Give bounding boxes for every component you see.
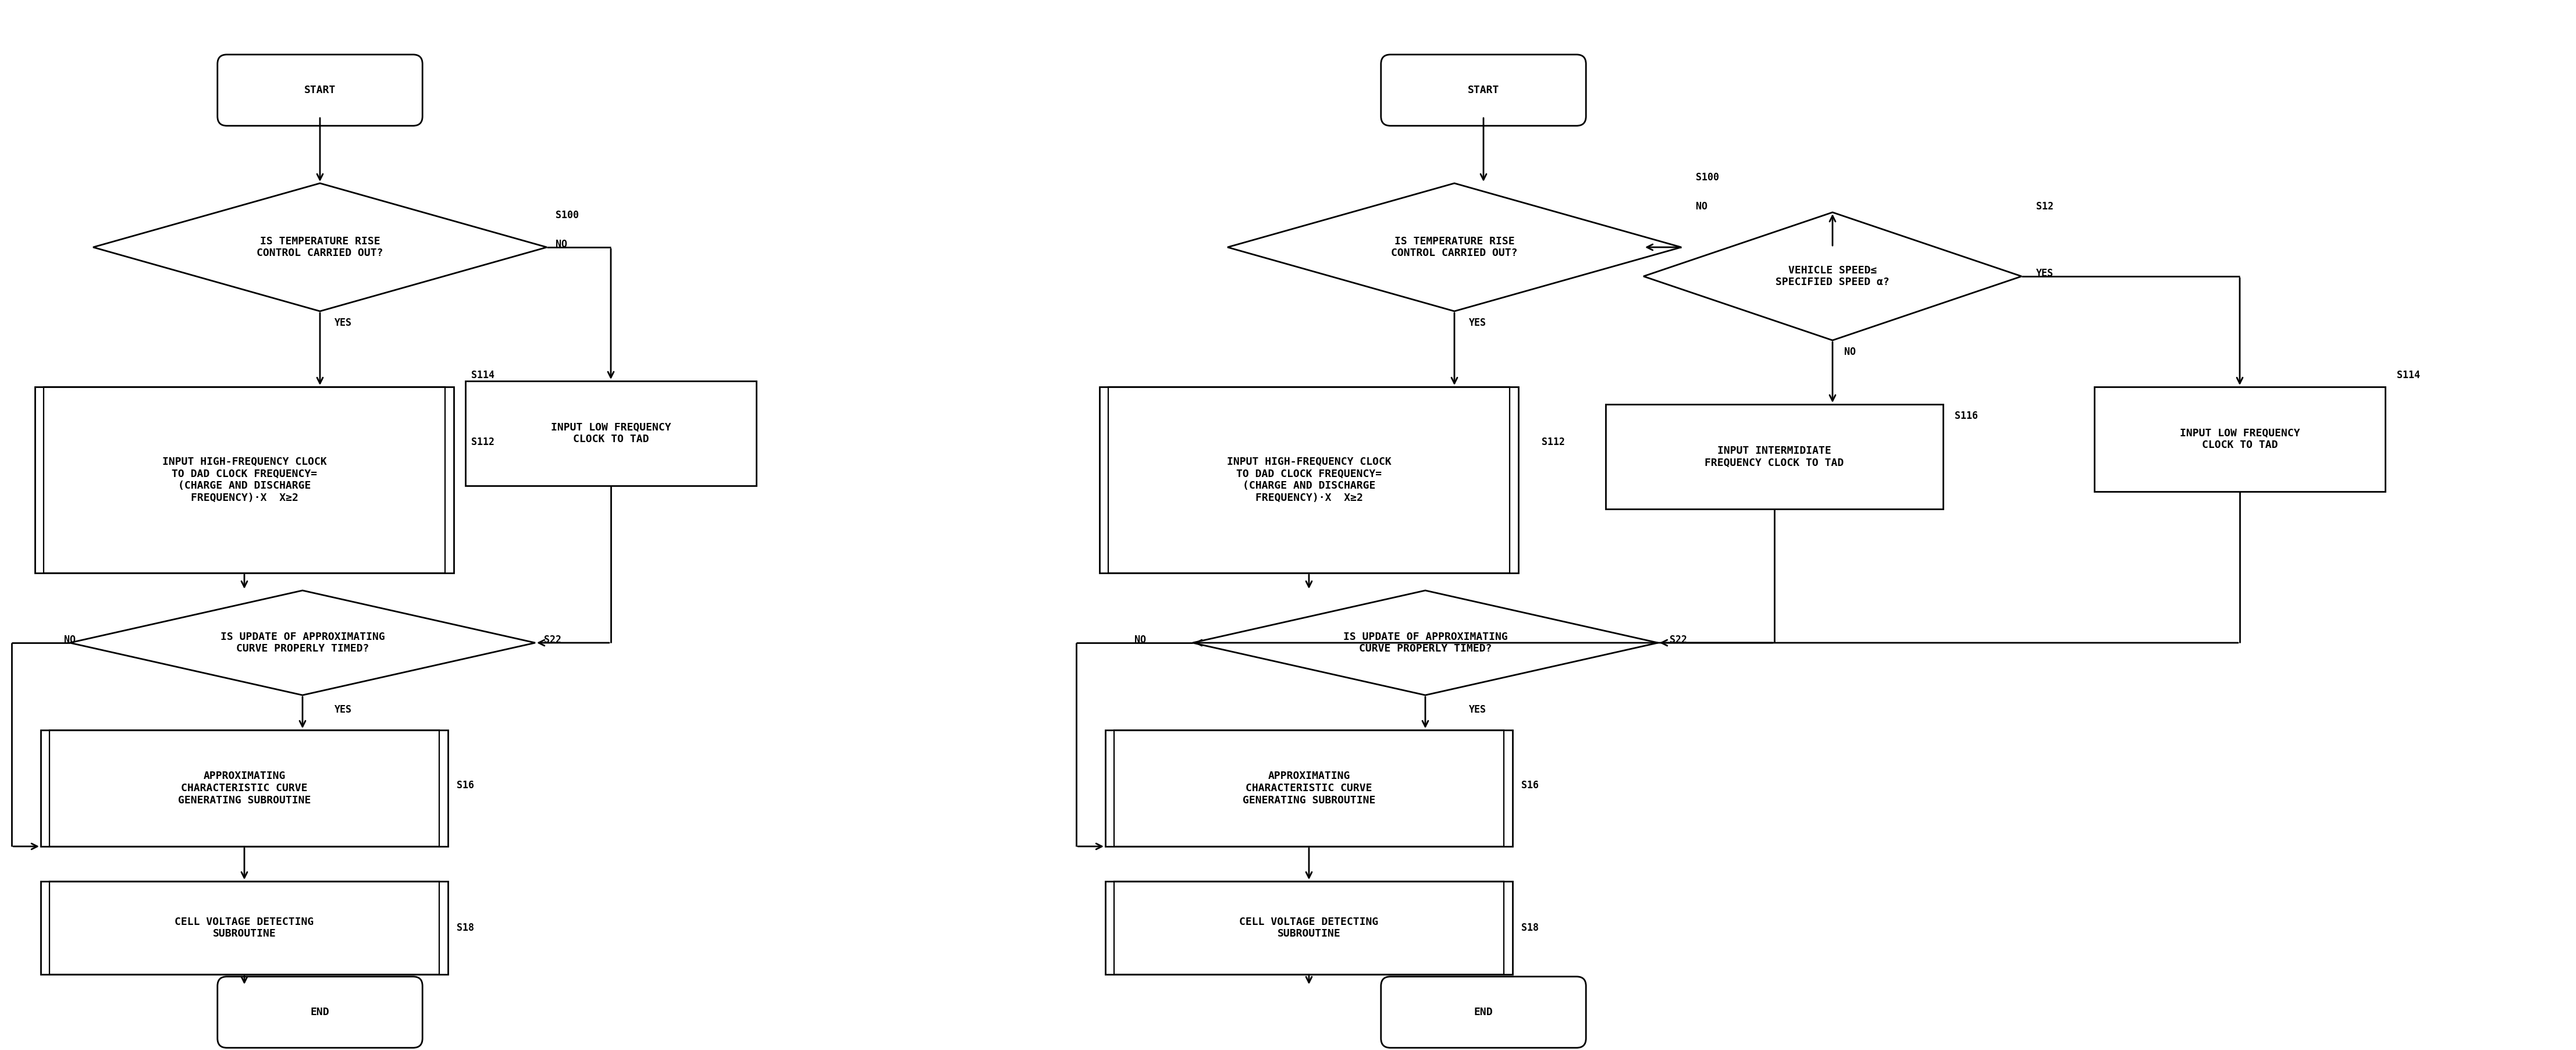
- Text: S114: S114: [471, 370, 495, 380]
- Text: S116: S116: [1955, 411, 1978, 421]
- Bar: [36, 386, 453, 573]
- Text: APPROXIMATING
CHARACTERISTIC CURVE
GENERATING SUBROUTINE: APPROXIMATING CHARACTERISTIC CURVE GENER…: [1242, 771, 1376, 805]
- FancyBboxPatch shape: [1381, 976, 1587, 1048]
- Text: INPUT HIGH-FREQUENCY CLOCK
TO DAD CLOCK FREQUENCY=
(CHARGE AND DISCHARGE
FREQUEN: INPUT HIGH-FREQUENCY CLOCK TO DAD CLOCK …: [1226, 457, 1391, 503]
- Text: S100: S100: [556, 210, 580, 220]
- Bar: [1105, 730, 1512, 846]
- Bar: [1113, 730, 1504, 846]
- Text: IS TEMPERATURE RISE
CONTROL CARRIED OUT?: IS TEMPERATURE RISE CONTROL CARRIED OUT?: [1391, 236, 1517, 258]
- Polygon shape: [70, 590, 536, 695]
- Text: S112: S112: [471, 437, 495, 447]
- Text: NO: NO: [556, 239, 567, 250]
- Text: S22: S22: [544, 634, 562, 645]
- Text: S18: S18: [1522, 923, 1538, 933]
- Bar: [1113, 881, 1504, 974]
- Polygon shape: [93, 184, 546, 311]
- Text: S18: S18: [456, 923, 474, 933]
- Polygon shape: [1643, 212, 2022, 340]
- Bar: [44, 386, 446, 573]
- Text: YES: YES: [2035, 268, 2053, 278]
- Text: INPUT LOW FREQUENCY
CLOCK TO TAD: INPUT LOW FREQUENCY CLOCK TO TAD: [551, 422, 670, 444]
- Text: INPUT HIGH-FREQUENCY CLOCK
TO DAD CLOCK FREQUENCY=
(CHARGE AND DISCHARGE
FREQUEN: INPUT HIGH-FREQUENCY CLOCK TO DAD CLOCK …: [162, 457, 327, 503]
- Text: END: END: [312, 1007, 330, 1017]
- Polygon shape: [1193, 590, 1659, 695]
- Text: S16: S16: [456, 780, 474, 791]
- Bar: [49, 730, 440, 846]
- FancyBboxPatch shape: [216, 976, 422, 1048]
- Text: S112: S112: [1540, 437, 1564, 447]
- Text: YES: YES: [1468, 317, 1486, 328]
- Bar: [49, 881, 440, 974]
- Text: CELL VOLTAGE DETECTING
SUBROUTINE: CELL VOLTAGE DETECTING SUBROUTINE: [1239, 917, 1378, 939]
- Text: APPROXIMATING
CHARACTERISTIC CURVE
GENERATING SUBROUTINE: APPROXIMATING CHARACTERISTIC CURVE GENER…: [178, 771, 312, 805]
- Text: YES: YES: [335, 705, 353, 715]
- Text: YES: YES: [335, 317, 353, 328]
- Text: NO: NO: [1133, 634, 1146, 645]
- Bar: [41, 730, 448, 846]
- Bar: [1605, 404, 1942, 509]
- Text: S100: S100: [1695, 172, 1718, 183]
- Bar: [466, 381, 757, 486]
- Bar: [1105, 881, 1512, 974]
- Text: YES: YES: [1468, 705, 1486, 715]
- Text: START: START: [304, 85, 335, 96]
- Text: S22: S22: [1669, 634, 1687, 645]
- Text: NO: NO: [64, 634, 75, 645]
- Text: INPUT LOW FREQUENCY
CLOCK TO TAD: INPUT LOW FREQUENCY CLOCK TO TAD: [2179, 428, 2300, 450]
- Polygon shape: [1229, 184, 1682, 311]
- Text: S12: S12: [2035, 202, 2053, 212]
- Text: CELL VOLTAGE DETECTING
SUBROUTINE: CELL VOLTAGE DETECTING SUBROUTINE: [175, 917, 314, 939]
- Text: VEHICLE SPEED≤
SPECIFIED SPEED α?: VEHICLE SPEED≤ SPECIFIED SPEED α?: [1775, 265, 1888, 288]
- Text: IS TEMPERATURE RISE
CONTROL CARRIED OUT?: IS TEMPERATURE RISE CONTROL CARRIED OUT?: [258, 236, 384, 258]
- Text: NO: NO: [1844, 346, 1855, 357]
- Text: INPUT INTERMIDIATE
FREQUENCY CLOCK TO TAD: INPUT INTERMIDIATE FREQUENCY CLOCK TO TA…: [1705, 445, 1844, 468]
- Text: IS UPDATE OF APPROXIMATING
CURVE PROPERLY TIMED?: IS UPDATE OF APPROXIMATING CURVE PROPERL…: [222, 631, 384, 654]
- Text: IS UPDATE OF APPROXIMATING
CURVE PROPERLY TIMED?: IS UPDATE OF APPROXIMATING CURVE PROPERL…: [1342, 631, 1507, 654]
- Text: NO: NO: [1695, 202, 1708, 212]
- Bar: [41, 881, 448, 974]
- Bar: [1100, 386, 1517, 573]
- Text: START: START: [1468, 85, 1499, 96]
- FancyBboxPatch shape: [1381, 55, 1587, 126]
- Bar: [2094, 386, 2385, 491]
- Text: S16: S16: [1522, 780, 1538, 791]
- FancyBboxPatch shape: [216, 55, 422, 126]
- Bar: [1108, 386, 1510, 573]
- Text: END: END: [1473, 1007, 1494, 1017]
- Text: S114: S114: [2396, 370, 2419, 380]
